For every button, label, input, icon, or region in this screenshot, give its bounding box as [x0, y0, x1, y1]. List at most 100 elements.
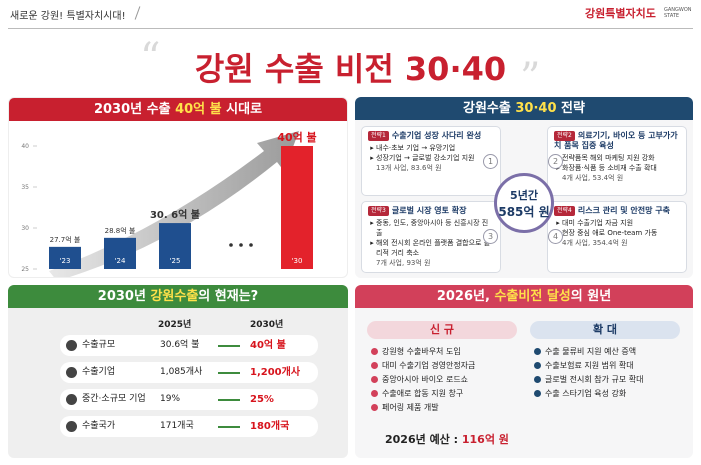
- bullet: 현장 중심 애로 One-team 가동: [562, 228, 680, 238]
- panel-title: 2030년 강원수출의 현재는?: [8, 285, 348, 308]
- title-part: 강원수출: [150, 289, 199, 304]
- row-arrow: [218, 426, 240, 428]
- logo-en: GANGWON STATE: [664, 7, 692, 19]
- title-part: 시대로: [221, 102, 263, 117]
- status-row: 수출규모 30.6억 불 40억 불: [60, 335, 318, 356]
- row-arrow: [218, 399, 240, 401]
- row-2025: 171개국: [160, 421, 194, 431]
- title-part: 2030년 수출: [93, 102, 176, 117]
- slogan: 새로운 강원! 특별자치시대!: [10, 11, 126, 22]
- plan-item: 수출보험료 지원 범위 확대: [534, 359, 644, 373]
- strategy-head: 전략4 리스크 관리 및 안전망 구축: [554, 206, 680, 216]
- title-part: 30·40: [515, 101, 557, 116]
- column-header: 2030년: [250, 320, 284, 330]
- bullet-list: 전략품목 해외 마케팅 지원 강화화장품·식품 등 소비재 수출 확대: [562, 153, 680, 173]
- bullet: 해외 전시회 온라인 플랫폼 결합으로 물리적 거리 축소: [376, 238, 494, 258]
- strategy-head: 전략2 의료기기, 바이오 등 고부가가치 품목 집중 육성: [554, 131, 680, 151]
- row-2030: 25%: [250, 394, 274, 405]
- strategy-head: 전략3 글로벌 시장 영토 확장: [368, 206, 494, 216]
- new-list: 강원형 수출바우처 도입 대미 수출기업 경영안정자금 중앙아시아 바이오 로드쇼 수…: [371, 345, 475, 415]
- row-2030: 1,200개사: [250, 367, 301, 378]
- status-row: 중간·소규모 기업 19% 25%: [60, 389, 318, 410]
- center-label: 5년간: [510, 189, 538, 202]
- plan-item: 중앙아시아 바이오 로드쇼: [371, 373, 475, 387]
- budget-value: 116억 원: [461, 433, 509, 446]
- quote-mark: “: [140, 35, 161, 81]
- center-circle: 5년간 585억 원: [494, 173, 554, 233]
- strategy-tag: 전략4: [554, 206, 575, 216]
- bullet: 대미 수출기업 자금 지원: [562, 218, 680, 228]
- plan-item: 페어링 제품 개발: [371, 401, 475, 415]
- status-row: 수출기업 1,085개사 1,200개사: [60, 362, 318, 383]
- plan-item: 수출 물류비 지원 예산 증액: [534, 345, 644, 359]
- plan-item: 수출 스타기업 육성 강화: [534, 387, 644, 401]
- status-row: 수출국가 171개국 180개국: [60, 416, 318, 437]
- row-2025: 30.6억 불: [160, 340, 200, 350]
- plan-item: 대미 수출기업 경영안정자금: [371, 359, 475, 373]
- plan-item: 수출애로 합동 지원 창구: [371, 387, 475, 401]
- title-part: 전략: [556, 101, 585, 116]
- value-label: 30. 6억 불: [150, 209, 200, 221]
- panel-title: 2026년, 수출비전 달성의 원년: [355, 285, 693, 308]
- strategy-number: 4: [548, 229, 563, 244]
- ellipsis-dot: [249, 243, 253, 247]
- status-panel: 2030년 강원수출의 현재는? 2025년 2030년 수출규모 30.6억 불…: [8, 285, 348, 458]
- rule: [8, 28, 693, 29]
- x-tick-label: '30: [292, 257, 303, 265]
- title-part: 의 원년: [570, 289, 612, 304]
- strategy-number: 3: [483, 229, 498, 244]
- plan-panel: 2026년, 수출비전 달성의 원년 신 규 확 대 강원형 수출바우처 도입 대…: [355, 285, 693, 458]
- x-tick-label: '23: [60, 257, 71, 265]
- bullet-list: 중동, 인도, 중앙아시아 등 신흥시장 진출해외 전시회 온라인 플랫폼 결합…: [376, 218, 494, 258]
- strategy-title: 수출기업 성장 사다리 완성: [391, 131, 482, 140]
- strategy-summary: 7개 사업, 93억 원: [376, 259, 431, 267]
- value-label: 40억 불: [277, 131, 316, 144]
- expand-label: 확 대: [530, 321, 680, 339]
- x-tick-label: '24: [115, 257, 126, 265]
- strategy-title: 의료기기, 바이오 등 고부가가치 품목 집중 육성: [554, 131, 678, 150]
- new-label: 신 규: [367, 321, 517, 339]
- value-label: 28.8억 불: [105, 226, 136, 235]
- row-icon: [66, 340, 77, 351]
- row-icon: [66, 367, 77, 378]
- bullet: 전략품목 해외 마케팅 지원 강화: [562, 153, 680, 163]
- row-icon: [66, 394, 77, 405]
- strategy-summary: 4개 사업, 354.4억 원: [562, 239, 628, 247]
- row-2030: 40억 불: [250, 340, 286, 351]
- bar: [49, 246, 81, 269]
- strategy-tag: 전략2: [554, 131, 575, 141]
- bullet: 화장품·식품 등 소비재 수출 확대: [562, 163, 680, 173]
- divider: [134, 6, 141, 20]
- chart-panel: 2030년 수출 40억 불 시대로 25 30 35 40 27.7억 불 '23 28.…: [8, 97, 348, 278]
- y-tick-label: 40: [21, 143, 29, 150]
- row-label: 수출규모: [82, 340, 116, 350]
- row-label: 중간·소규모 기업: [82, 394, 146, 404]
- strategy-summary: 4개 사업, 53.4억 원: [562, 174, 624, 182]
- panel-title: 강원수출 30·40 전략: [355, 97, 693, 120]
- title-part: 2026년,: [436, 289, 495, 304]
- chart: 25 30 35 40 27.7억 불 '23 28.8억 불 '24 30. 6억 불 '25 4…: [21, 131, 317, 277]
- strategy-title: 리스크 관리 및 안전망 구축: [577, 206, 670, 215]
- bullet: 성장기업 → 글로벌 강소기업 지원: [376, 153, 494, 163]
- strategy-number: 1: [483, 154, 498, 169]
- x-tick-label: '25: [170, 257, 181, 265]
- row-icon: [66, 421, 77, 432]
- title-part: 2030년: [97, 289, 151, 304]
- panel-title: 2030년 수출 40억 불 시대로: [9, 98, 347, 121]
- y-tick-label: 30: [21, 225, 29, 232]
- title-part: 40억 불: [175, 102, 222, 117]
- row-arrow: [218, 372, 240, 374]
- row-2025: 19%: [160, 394, 181, 404]
- bullet-list: 내수·초보 기업 → 유망기업성장기업 → 글로벌 강소기업 지원: [376, 143, 494, 163]
- row-2030: 180개국: [250, 421, 290, 432]
- bar: [104, 237, 136, 269]
- plan-item: 글로벌 전시회 참가 규모 확대: [534, 373, 644, 387]
- budget-label: 2026년 예산 :: [385, 433, 462, 446]
- quote-mark: ”: [520, 55, 541, 101]
- row-arrow: [218, 345, 240, 347]
- bullet: 중동, 인도, 중앙아시아 등 신흥시장 진출: [376, 218, 494, 238]
